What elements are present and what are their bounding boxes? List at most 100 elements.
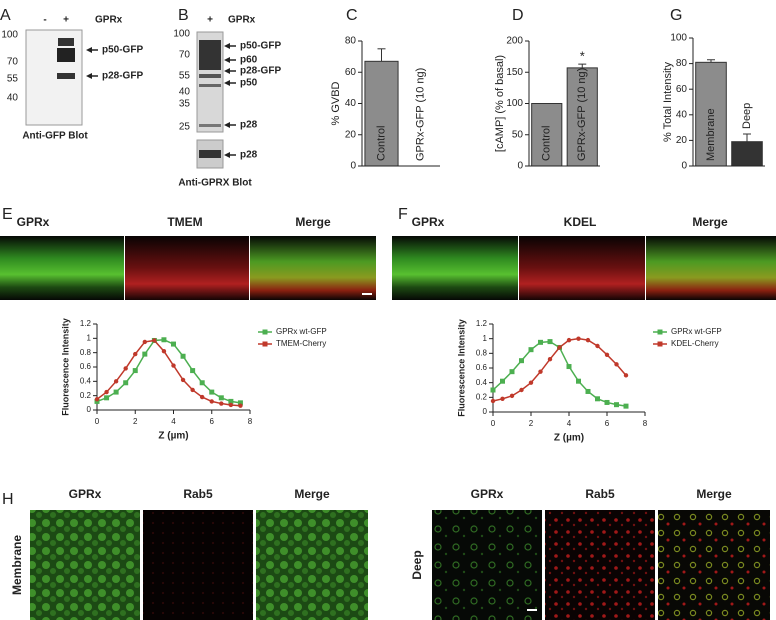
point xyxy=(490,387,496,393)
point xyxy=(209,399,214,404)
point xyxy=(104,389,109,395)
x-tick-label: 6 xyxy=(605,419,610,428)
marker: 25 xyxy=(179,122,191,133)
image xyxy=(432,510,542,620)
point xyxy=(519,387,524,393)
image xyxy=(143,510,253,620)
image xyxy=(392,236,518,300)
marker: 55 xyxy=(7,74,19,85)
y-tick-label: 0 xyxy=(517,161,523,172)
point xyxy=(238,403,243,408)
line xyxy=(96,339,241,407)
point xyxy=(528,347,534,353)
y-tick-label: 20 xyxy=(345,129,357,140)
y-tick-label: 20 xyxy=(676,135,688,146)
channel-label: GPRx xyxy=(17,215,50,229)
y-tick-label: 0.4 xyxy=(80,376,92,385)
point xyxy=(528,380,534,385)
y-tick-label: 0 xyxy=(483,407,488,416)
legend-label: GPRx wt-GFP xyxy=(276,327,327,336)
point xyxy=(576,378,581,384)
x-tick-label: 4 xyxy=(567,419,572,428)
band-label: p50-GFP xyxy=(102,45,143,56)
channel-label: GPRx xyxy=(471,487,504,501)
y-tick-label: 0.6 xyxy=(476,363,488,372)
marker: 100 xyxy=(173,29,190,40)
point xyxy=(199,380,205,386)
point xyxy=(623,373,629,378)
category-label: Deep xyxy=(741,103,753,129)
image xyxy=(0,236,124,300)
y-tick-label: 80 xyxy=(345,36,357,47)
point xyxy=(123,366,128,371)
band xyxy=(199,150,221,158)
point xyxy=(547,339,553,345)
marker: 40 xyxy=(179,87,191,98)
y-tick-label: 1.2 xyxy=(476,319,488,328)
bar xyxy=(531,103,563,167)
arrow-head xyxy=(224,80,230,86)
y-axis-label: Fluorescence Intensity xyxy=(456,319,466,417)
point xyxy=(171,341,176,347)
band-label: p28 xyxy=(240,150,258,161)
annotation: * xyxy=(580,49,585,64)
y-tick-label: 0 xyxy=(87,405,92,414)
y-tick-label: 50 xyxy=(512,129,524,140)
image xyxy=(125,236,249,300)
arrow-head xyxy=(224,68,230,74)
point xyxy=(614,362,619,367)
x-tick-label: 2 xyxy=(529,419,534,428)
image xyxy=(519,236,645,300)
channel-label: Rab5 xyxy=(585,487,615,501)
x-tick-label: 8 xyxy=(248,417,253,426)
y-tick-label: 1 xyxy=(483,334,488,343)
line xyxy=(96,339,241,404)
point xyxy=(228,402,234,408)
point xyxy=(490,398,496,404)
x-tick-label: 2 xyxy=(133,417,138,426)
point xyxy=(576,336,581,341)
point xyxy=(547,357,553,362)
marker: 70 xyxy=(179,50,191,61)
image xyxy=(646,236,776,300)
x-tick-label: 6 xyxy=(210,417,215,426)
condition: GPRx xyxy=(228,15,256,26)
point xyxy=(209,389,215,395)
point xyxy=(132,368,138,374)
channel-label: KDEL xyxy=(564,215,597,229)
point xyxy=(142,351,148,357)
y-tick-label: 150 xyxy=(506,67,523,78)
point xyxy=(595,396,600,402)
band xyxy=(199,124,221,127)
point xyxy=(538,369,543,374)
point xyxy=(566,337,572,343)
point xyxy=(142,339,148,345)
marker: 40 xyxy=(7,93,19,104)
point xyxy=(237,400,243,406)
panel-label: C xyxy=(346,7,358,24)
legend-marker xyxy=(262,341,268,347)
scale-bar xyxy=(527,609,537,611)
y-axis-label: Fluorescence Intensity xyxy=(60,318,70,416)
image xyxy=(545,510,655,620)
point xyxy=(180,353,186,359)
y-tick-label: 100 xyxy=(670,33,687,44)
y-tick-label: 40 xyxy=(345,98,357,109)
y-tick-label: 0 xyxy=(681,161,687,172)
point xyxy=(123,380,129,386)
panel-label: B xyxy=(178,7,189,24)
lane-label: - xyxy=(43,15,46,26)
band xyxy=(199,84,221,87)
x-tick-label: 8 xyxy=(643,419,648,428)
channel-label: TMEM xyxy=(167,215,202,229)
point xyxy=(113,379,119,384)
point xyxy=(538,339,543,345)
point xyxy=(623,403,629,409)
point xyxy=(133,351,138,357)
arrow-head xyxy=(224,122,230,128)
y-tick-label: 1.2 xyxy=(80,319,92,328)
band-label: p28 xyxy=(240,120,258,131)
point xyxy=(228,398,234,404)
legend-marker xyxy=(657,329,663,335)
row-label: Membrane xyxy=(10,535,24,595)
